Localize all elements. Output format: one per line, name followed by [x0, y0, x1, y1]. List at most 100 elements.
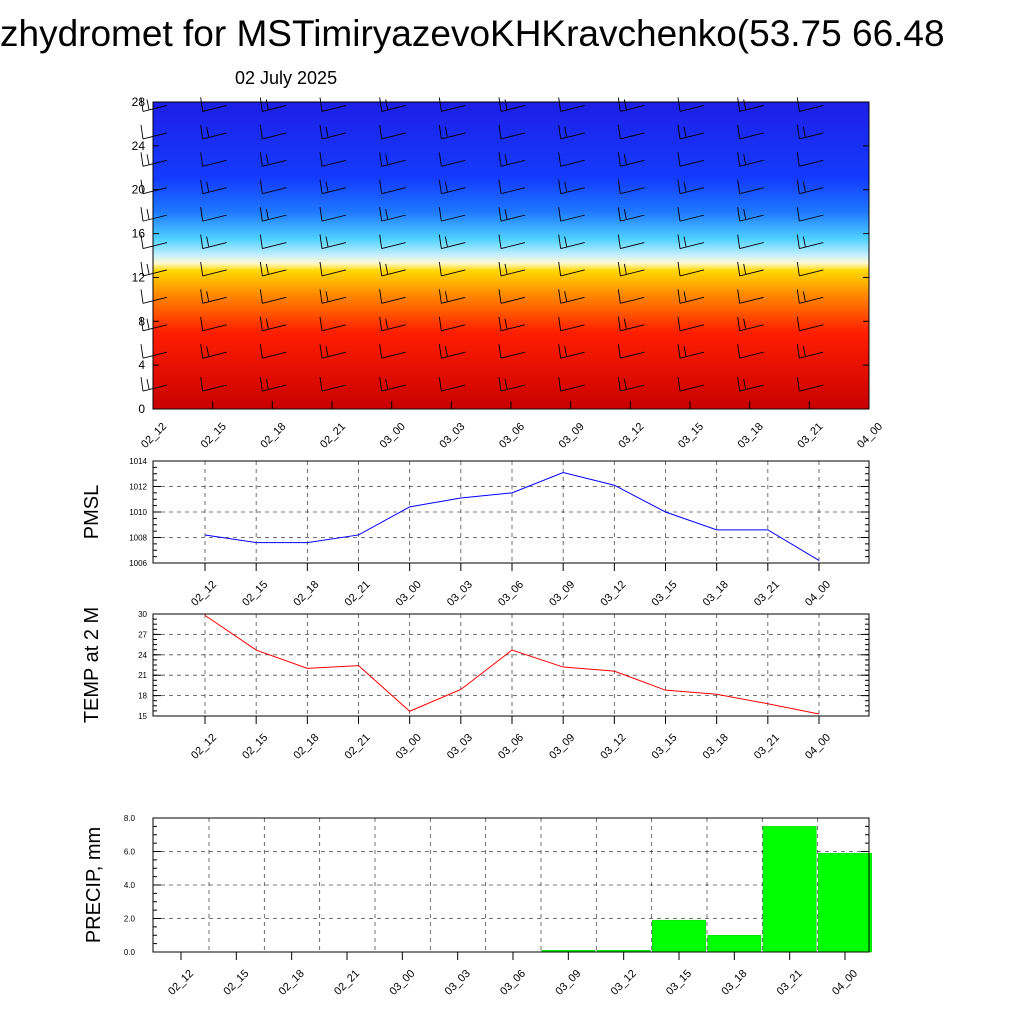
wind-barb-staff [321, 351, 347, 359]
wind-barb-staff [142, 105, 168, 112]
wind-barb-feather [737, 289, 741, 304]
wind-barb-staff [500, 242, 526, 249]
wind-barb [140, 316, 168, 332]
wind-barb-feather [444, 291, 448, 302]
wind-barb-feather [677, 344, 681, 359]
wind-barb-staff [321, 324, 347, 332]
wind-barb-feather [438, 124, 442, 139]
pmsl-x-tick-label: 03_18 [701, 579, 731, 609]
wind-barb [498, 344, 526, 359]
wind-barb [617, 261, 645, 277]
wind-barb-feather [206, 236, 210, 247]
wind-barb-staff [500, 351, 526, 359]
wind-barb-staff [620, 105, 645, 112]
wind-barb-staff [441, 242, 466, 249]
wind-barb [558, 207, 585, 222]
wind-barb-feather [146, 263, 150, 275]
wind-barb [498, 152, 526, 167]
pmsl-y-axis-label: PMSL [81, 485, 103, 539]
wind-barb-staff [500, 214, 526, 222]
wind-barb-staff [262, 242, 287, 249]
wind-barb [737, 261, 764, 277]
wind-barb [558, 344, 585, 359]
wind-barb-feather [379, 179, 383, 194]
wind-barb-staff [262, 159, 287, 167]
wind-barb-staff [620, 384, 645, 392]
wind-barb [319, 97, 347, 112]
wind-barb-feather [146, 378, 150, 390]
section-y-tick-label: 4 [138, 358, 145, 372]
wind-barb [617, 97, 645, 112]
wind-barb-feather [558, 207, 562, 222]
wind-barb-feather [498, 261, 502, 277]
wind-barb-feather [737, 234, 741, 249]
wind-barb-feather [438, 179, 442, 194]
wind-barb [438, 289, 466, 304]
wind-barb-staff [620, 132, 645, 140]
wind-barb-feather [438, 152, 442, 167]
wind-barb [200, 377, 227, 392]
wind-barb [259, 207, 287, 222]
pmsl-y-tick-label: 1010 [129, 508, 147, 517]
wind-barb [677, 152, 705, 167]
wind-barb-staff [321, 296, 347, 304]
wind-barb-staff [441, 324, 466, 332]
wind-barb-feather [319, 377, 323, 392]
wind-barb-feather [796, 124, 800, 139]
section-x-tick-label: 02_15 [199, 421, 229, 451]
wind-barb-feather [200, 289, 204, 304]
wind-barb-feather [617, 234, 621, 249]
wind-barb-feather [677, 207, 681, 222]
wind-barb-feather [200, 152, 204, 167]
wind-barb-staff [321, 269, 347, 277]
wind-barb-feather [379, 316, 383, 331]
wind-barb-feather [259, 152, 263, 167]
wind-barb-feather [617, 316, 621, 331]
pmsl-x-tick-label: 02_12 [189, 579, 219, 609]
wind-barb-staff [381, 187, 406, 195]
wind-barb-feather [558, 152, 562, 167]
wind-barb-staff [202, 187, 227, 195]
wind-barb-feather [677, 234, 681, 249]
wind-barb-feather [498, 377, 502, 392]
wind-barb [677, 316, 705, 332]
section-x-tick-label: 02_18 [258, 421, 288, 451]
wind-barb-staff [560, 242, 585, 249]
wind-barb [796, 234, 824, 249]
wind-barb-feather [140, 207, 144, 222]
wind-barb-feather [498, 316, 502, 331]
section-x-tick-label: 04_00 [855, 421, 885, 451]
wind-barb [379, 179, 406, 195]
wind-barb-feather [438, 377, 442, 392]
wind-barb [617, 344, 645, 359]
wind-barb-staff [441, 351, 466, 359]
wind-barb-staff [441, 269, 466, 277]
temp-x-tick-label: 03_12 [598, 732, 628, 762]
wind-barb [319, 234, 347, 249]
wind-barb [796, 97, 824, 112]
wind-barb [558, 97, 585, 112]
temp-y-tick-label: 15 [138, 712, 147, 721]
wind-barb [617, 377, 645, 392]
wind-barb-feather [558, 289, 562, 304]
wind-barb-feather [737, 261, 741, 277]
temp-frame [152, 613, 870, 717]
section-field [153, 102, 869, 409]
wind-barb-feather [259, 124, 263, 139]
wind-barb [140, 207, 168, 222]
wind-barb-feather [325, 236, 329, 247]
wind-barb-staff [142, 132, 168, 140]
wind-barb-staff [500, 269, 526, 277]
wind-barb [438, 152, 466, 167]
wind-barb-feather [379, 234, 383, 249]
section-y-tick-label: 8 [138, 314, 145, 328]
wind-barb-feather [200, 124, 204, 139]
wind-barb [677, 97, 705, 112]
wind-barb-staff [381, 324, 406, 332]
wind-barb [140, 289, 168, 304]
wind-barb-feather [265, 154, 269, 165]
temp-x-tick-label: 02_15 [240, 732, 270, 762]
precip-y-tick-label: 8.0 [124, 814, 136, 823]
precip-x-tick-label: 03_00 [387, 968, 417, 998]
wind-barb-staff [202, 105, 227, 112]
